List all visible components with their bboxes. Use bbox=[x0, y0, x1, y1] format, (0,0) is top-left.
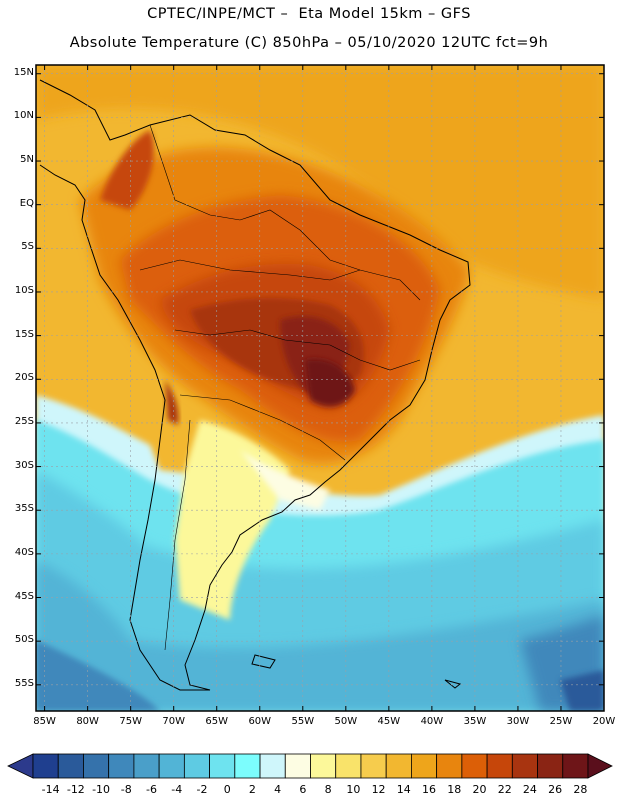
colorbar-swatch bbox=[461, 753, 488, 779]
lon-label: 30W bbox=[506, 716, 530, 727]
colorbar-swatch bbox=[335, 753, 362, 779]
lat-label: 50S bbox=[14, 634, 34, 646]
colorbar-label: -2 bbox=[196, 783, 208, 796]
lon-label: 35W bbox=[463, 716, 487, 727]
lon-label: 75W bbox=[119, 716, 142, 727]
lon-label: 20W bbox=[592, 716, 616, 727]
colorbar-swatch bbox=[385, 753, 412, 779]
colorbar-label: 20 bbox=[472, 783, 487, 796]
lat-label: 15S bbox=[14, 328, 34, 340]
colorbar-swatch bbox=[83, 753, 110, 779]
colorbar-label: 8 bbox=[324, 783, 332, 796]
colorbar bbox=[7, 753, 613, 779]
colorbar-label: 16 bbox=[422, 783, 437, 796]
colorbar-swatch bbox=[158, 753, 185, 779]
colorbar-swatch bbox=[32, 753, 59, 779]
lon-label: 60W bbox=[248, 716, 272, 727]
colorbar-label: 18 bbox=[447, 783, 462, 796]
lat-label: EQ bbox=[19, 197, 34, 209]
lat-label: 5N bbox=[20, 154, 34, 166]
lat-label: 10N bbox=[13, 110, 34, 122]
lon-label: 25W bbox=[549, 716, 573, 727]
lat-label: 15N bbox=[13, 66, 34, 78]
lon-label: 70W bbox=[162, 716, 185, 727]
colorbar-label: 24 bbox=[522, 783, 537, 796]
lat-label: 35S bbox=[14, 503, 34, 515]
colorbar-swatch bbox=[108, 753, 135, 779]
colorbar-swatch bbox=[436, 753, 463, 779]
lat-label: 30S bbox=[14, 459, 34, 471]
colorbar-label: -10 bbox=[92, 783, 111, 796]
lon-label: 55W bbox=[291, 716, 315, 727]
lat-label: 5S bbox=[21, 241, 34, 253]
lat-label: 45S bbox=[14, 590, 34, 602]
colorbar-label: -8 bbox=[120, 783, 132, 796]
colorbar-swatch bbox=[259, 753, 286, 779]
temperature-field bbox=[36, 65, 604, 711]
country-borders bbox=[139, 124, 421, 651]
colorbar-swatch bbox=[133, 753, 160, 779]
colorbar-swatch bbox=[310, 753, 337, 779]
title-line-1: CPTEC/INPE/MCT – Eta Model 15km – GFS bbox=[147, 6, 471, 22]
colorbar-label: -12 bbox=[66, 783, 85, 796]
lat-label: 10S bbox=[14, 284, 34, 296]
colorbar-label: 4 bbox=[274, 783, 282, 796]
colorbar-label: 28 bbox=[573, 783, 588, 796]
colorbar-label: -4 bbox=[171, 783, 183, 796]
lat-label: 20S bbox=[14, 372, 34, 384]
lon-label: 80W bbox=[76, 716, 99, 727]
colorbar-swatch bbox=[411, 753, 438, 779]
colorbar-swatch bbox=[57, 753, 84, 779]
colorbar-swatch bbox=[360, 753, 387, 779]
coastline bbox=[39, 79, 471, 691]
colorbar-label: 6 bbox=[299, 783, 307, 796]
colorbar-swatch bbox=[562, 753, 589, 779]
colorbar-swatch bbox=[537, 753, 564, 779]
colorbar-label: 10 bbox=[346, 783, 361, 796]
colorbar-swatch bbox=[284, 753, 311, 779]
colorbar-label: 0 bbox=[223, 783, 231, 796]
lon-label: 40W bbox=[420, 716, 444, 727]
colorbar-label: 2 bbox=[248, 783, 256, 796]
colorbar-label: -6 bbox=[146, 783, 157, 796]
colorbar-underflow-arrow bbox=[7, 753, 34, 779]
title-line-2: Absolute Temperature (C) 850hPa – 05/10/… bbox=[69, 35, 549, 51]
colorbar-overflow-arrow bbox=[587, 753, 613, 779]
lon-label: 50W bbox=[334, 716, 358, 727]
lat-label: 25S bbox=[14, 415, 34, 427]
colorbar-swatch bbox=[486, 753, 513, 779]
map-frame bbox=[35, 64, 605, 712]
lon-label: 45W bbox=[377, 716, 401, 727]
colorbar-label: 12 bbox=[371, 783, 386, 796]
colorbar-swatch bbox=[209, 753, 236, 779]
lon-label: 65W bbox=[205, 716, 229, 727]
colorbar-label: 22 bbox=[497, 783, 512, 796]
lat-label: 40S bbox=[14, 546, 34, 558]
colorbar-swatch bbox=[234, 753, 261, 779]
colorbar-label: 26 bbox=[548, 783, 563, 796]
lon-label: 85W bbox=[33, 716, 56, 727]
colorbar-label: -14 bbox=[41, 783, 60, 796]
colorbar-swatch bbox=[511, 753, 538, 779]
lat-label: 55S bbox=[14, 677, 34, 689]
colorbar-label: 14 bbox=[396, 783, 411, 796]
colorbar-swatch bbox=[183, 753, 210, 779]
